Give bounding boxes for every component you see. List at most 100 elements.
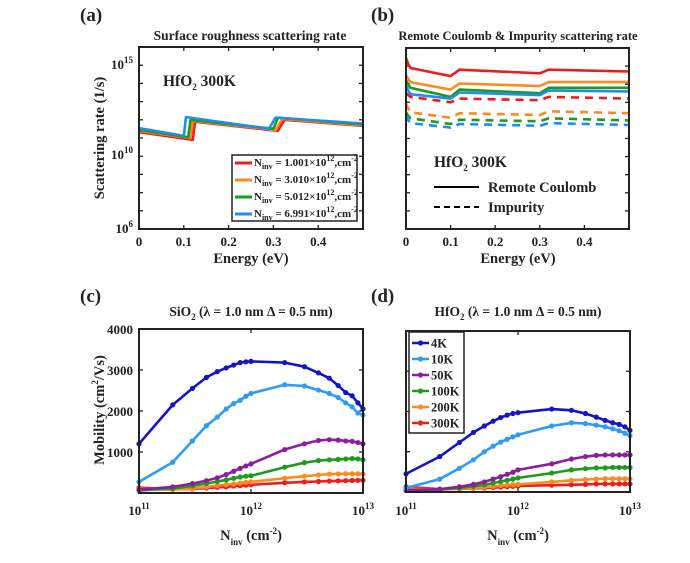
data-point-d-4K xyxy=(490,418,496,424)
data-point-c-300K xyxy=(315,478,322,485)
data-point-d-4K xyxy=(498,414,504,421)
legend-label: Ninv = 6.991×1012,cm-2 xyxy=(254,205,358,222)
legend-marker xyxy=(417,404,424,410)
data-point-c-50K xyxy=(223,471,229,478)
xtick-label: 0.3 xyxy=(532,234,549,249)
legend-label-part: 12 xyxy=(326,154,334,163)
legend-label-part: -2 xyxy=(351,171,358,180)
data-point-c-200K xyxy=(237,480,243,486)
series-line-b-2 xyxy=(404,79,629,99)
panel-a-title: Surface roughness scattering rate xyxy=(154,28,347,43)
data-point-d-100K xyxy=(568,467,575,473)
data-point-d-200K xyxy=(504,482,510,488)
data-point-d-4K xyxy=(610,420,616,426)
legend-marker xyxy=(417,372,424,378)
data-point-c-200K xyxy=(326,471,332,477)
data-point-d-10K xyxy=(456,465,463,471)
panel-c-title: SiO2 (λ = 1.0 nm Δ = 0.5 nm) xyxy=(169,304,332,322)
xtick-label: 1011 xyxy=(128,501,150,518)
data-point-c-200K xyxy=(315,472,322,478)
data-point-c-300K xyxy=(282,480,288,486)
legend-marker xyxy=(417,356,424,362)
data-point-d-200K xyxy=(593,476,599,482)
ytick-label: 1010 xyxy=(111,145,134,162)
data-point-c-300K xyxy=(349,477,355,484)
data-point-d-4K xyxy=(616,421,622,427)
panel-d-label: (d) xyxy=(371,286,394,307)
data-point-d-4K xyxy=(437,453,443,460)
data-point-c-200K xyxy=(335,471,341,477)
data-point-c-10K xyxy=(315,387,322,393)
data-point-d-50K xyxy=(481,479,487,485)
data-point-d-10K xyxy=(437,476,443,482)
data-point-d-50K xyxy=(515,467,521,473)
data-point-d-10K xyxy=(622,430,628,436)
panel-a-label: (a) xyxy=(80,5,102,26)
ytick-label: 2000 xyxy=(107,404,133,419)
xtick-label: 0 xyxy=(136,234,143,249)
data-point-c-50K xyxy=(214,475,220,481)
data-point-c-200K xyxy=(349,471,355,477)
data-point-d-10K xyxy=(498,439,504,445)
data-point-d-200K xyxy=(498,482,504,489)
panel-a-frame xyxy=(138,46,364,230)
data-point-d-4K xyxy=(593,414,599,420)
data-point-c-4K xyxy=(349,393,355,399)
data-point-c-100K xyxy=(343,456,349,462)
plot-layer xyxy=(136,46,633,494)
panel-b-title: Remote Coulomb & Impurity scattering rat… xyxy=(398,29,638,43)
legend-label-part: ,cm xyxy=(334,208,351,220)
data-point-c-4K xyxy=(203,374,210,380)
data-point-d-50K xyxy=(504,471,510,477)
data-point-d-200K xyxy=(616,476,622,482)
legend-label: Ninv = 5.012×1012,cm-2 xyxy=(254,188,358,205)
data-point-c-200K xyxy=(231,481,237,487)
data-point-d-50K xyxy=(622,452,628,458)
data-point-c-50K xyxy=(335,437,341,443)
data-point-d-300K xyxy=(610,481,616,487)
panel-d-title: HfO2 (λ = 1.0 nm Δ = 0.5 nm) xyxy=(435,304,602,322)
legend-label: 10K xyxy=(431,353,454,367)
data-point-c-10K xyxy=(237,397,243,403)
panel-b-label: (b) xyxy=(371,5,394,26)
data-point-c-4K xyxy=(231,362,237,368)
data-point-c-4K xyxy=(223,365,229,371)
data-point-c-200K xyxy=(243,479,249,485)
data-point-c-100K xyxy=(355,456,361,462)
panel-b-xticks: 0 0.1 0.2 0.3 0.4 xyxy=(403,234,593,249)
xtick-label: 0 xyxy=(403,234,410,249)
data-point-c-10K xyxy=(326,390,332,396)
data-point-c-50K xyxy=(248,461,254,467)
ytick-label: 106 xyxy=(116,219,134,236)
series-line-b-6 xyxy=(404,111,630,126)
data-point-d-10K xyxy=(582,420,589,427)
data-point-c-50K xyxy=(301,441,308,447)
data-point-c-4K xyxy=(343,389,349,396)
data-point-d-50K xyxy=(490,476,496,482)
data-point-c-100K xyxy=(243,473,249,479)
data-point-c-50K xyxy=(243,463,249,469)
data-point-c-300K xyxy=(326,478,332,484)
legend-label: 100K xyxy=(431,385,460,399)
data-point-c-300K xyxy=(343,478,349,484)
data-point-c-4K xyxy=(237,360,243,366)
data-point-c-10K xyxy=(243,393,249,399)
ytick-label: 3000 xyxy=(107,363,133,378)
data-point-d-4K xyxy=(622,424,628,430)
data-point-d-100K xyxy=(610,464,616,471)
data-point-c-4K xyxy=(301,364,308,370)
xtick-label: 0.1 xyxy=(176,234,192,249)
data-point-c-100K xyxy=(349,455,355,462)
panel-c-frame xyxy=(138,328,364,494)
legend-label-part: 12 xyxy=(326,171,334,180)
legend-box xyxy=(231,154,358,222)
data-point-c-200K xyxy=(282,475,288,481)
data-point-c-10K xyxy=(231,401,237,407)
panel-c-yticks: 1000 2000 3000 4000 xyxy=(107,322,133,460)
data-point-d-100K xyxy=(515,475,521,481)
data-point-d-100K xyxy=(490,480,496,486)
legend-label: 300K xyxy=(431,417,460,431)
panel-c-xticks: 1011 1012 1013 xyxy=(128,501,374,518)
data-point-c-300K xyxy=(355,477,361,483)
panel-c-label: (c) xyxy=(80,286,101,307)
